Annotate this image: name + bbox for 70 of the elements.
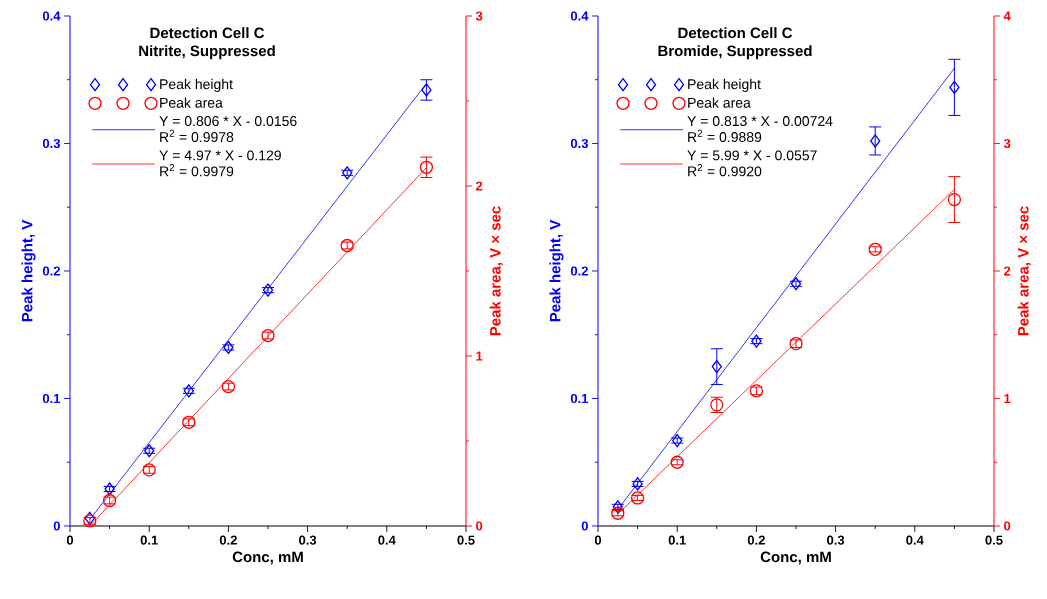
x-tick-label: 0.3: [827, 535, 845, 545]
y2-tick-label: 3: [475, 11, 483, 21]
y2-tick-label: 1: [476, 351, 483, 361]
legend-label: Peak height: [688, 78, 761, 92]
text: Bromide, Suppressed: [658, 45, 812, 60]
annotation: R$^{2}$ = 0.9979: [160, 164, 234, 177]
point: [419, 160, 434, 174]
y-tick-label: 0.3: [570, 138, 588, 149]
x-axis-title: Conc, mM: [760, 551, 831, 565]
legend-label: Peak height: [160, 78, 233, 92]
point: [144, 444, 155, 458]
point: [672, 433, 683, 448]
text: Detection Cell C: [678, 27, 793, 39]
y2-tick-label: 4: [1003, 11, 1011, 21]
y-tick-label: 0: [53, 521, 60, 531]
legend-label: Y = 4.97 * X - 0.129: [159, 150, 281, 161]
y2-tick-label: 0: [476, 521, 483, 531]
y-tick-label: 0.4: [570, 11, 589, 21]
x-tick-label: 0.3: [299, 535, 317, 545]
x-tick-label: 0.4: [378, 535, 396, 545]
point: [632, 477, 643, 491]
point: [183, 384, 194, 398]
y-tick-label: 0: [581, 521, 588, 531]
point: [751, 334, 762, 348]
y2-axis-title: Peak area, V × sec: [489, 206, 503, 336]
legend-label: Y = 5.99 * X - 0.0557: [687, 150, 817, 161]
point: [342, 166, 353, 180]
point: [949, 80, 960, 95]
y2-tick-label: 2: [475, 181, 483, 191]
point: [870, 134, 881, 148]
y2-tick-label: 0: [1004, 521, 1011, 531]
point: [947, 192, 962, 207]
x-tick-label: 0.1: [668, 535, 686, 545]
y-tick-label: 0.2: [42, 266, 60, 276]
y2-tick-label: 1: [1004, 394, 1011, 403]
x-tick-label: 0: [594, 535, 602, 545]
point: [790, 277, 802, 291]
x-tick-label: 0.2: [747, 535, 765, 545]
text: Nitrite, Suppressed: [139, 45, 275, 60]
y2-tick-label: 2: [1003, 266, 1011, 276]
point: [670, 455, 684, 469]
legend-label: Peak area: [688, 97, 751, 108]
point: [868, 242, 882, 256]
legend-label: Peak area: [160, 97, 223, 108]
point: [711, 359, 722, 374]
legend-label: Y = 0.806 * X - 0.0156: [159, 116, 297, 127]
x-tick-label: 0.5: [457, 535, 475, 545]
x-tick-label: 0.1: [140, 535, 158, 545]
point: [630, 491, 645, 505]
y2-tick-label: 3: [1003, 138, 1011, 149]
y-tick-label: 0.4: [42, 11, 61, 21]
text: Detection Cell C: [150, 27, 265, 39]
annotation: R$^{2}$ = 0.9889: [688, 129, 762, 143]
y-tick-label: 0.1: [570, 393, 589, 404]
y-axis-title: Peak height, V: [549, 219, 564, 322]
x-tick-label: 0.5: [985, 535, 1003, 545]
x-tick-label: 0: [66, 535, 74, 545]
y-axis-title: Peak height, V: [21, 219, 36, 322]
annotation: R$^{2}$ = 0.9978: [160, 129, 234, 143]
x-axis-title: Conc, mM: [232, 551, 303, 565]
legend-label: Y = 0.813 * X - 0.00724: [687, 116, 833, 127]
x-tick-label: 0.2: [219, 535, 237, 545]
annotation: R$^{2}$ = 0.9920: [688, 164, 762, 177]
point: [262, 283, 274, 297]
point: [223, 340, 234, 355]
y-tick-label: 0.3: [42, 138, 61, 149]
x-tick-label: 0.4: [906, 535, 924, 545]
y2-axis-title: Peak area, V × sec: [1017, 206, 1031, 336]
y-tick-label: 0.1: [42, 393, 61, 404]
y-tick-label: 0.2: [570, 266, 588, 276]
